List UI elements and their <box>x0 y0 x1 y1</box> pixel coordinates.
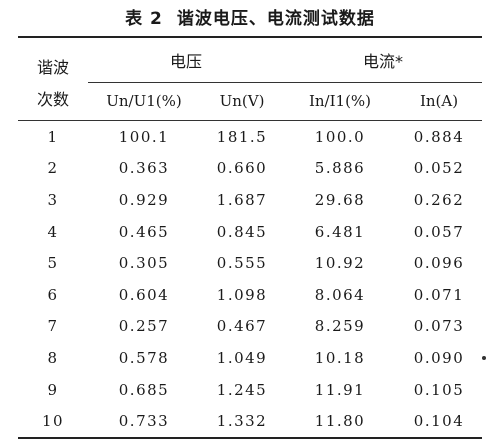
table-row: 6 0.604 1.098 8.064 0.071 <box>18 279 482 311</box>
current-value-cell: 0.071 <box>413 285 465 304</box>
harmonic-order-header-top: 谐波 <box>36 58 69 77</box>
table-row: 8 0.578 1.049 10.18 0.090 <box>18 342 482 374</box>
table-title: 谐波电压、电流测试数据 <box>176 9 375 29</box>
voltage-value-cell: 1.332 <box>216 412 268 431</box>
table-body: 1 100.1 181.5 100.0 0.884 2 0.363 0.660 5.886 0.… <box>18 121 482 438</box>
current-value-cell: 0.052 <box>413 159 465 178</box>
table-row: 10 0.733 1.332 11.80 0.104 <box>18 405 482 438</box>
harmonic-order-cell: 5 <box>47 254 59 273</box>
voltage-value-cell: 0.660 <box>216 159 268 178</box>
voltage-ratio-cell: 0.465 <box>118 222 170 241</box>
current-value-cell: 0.096 <box>413 254 465 273</box>
voltage-ratio-cell: 0.257 <box>118 317 170 336</box>
harmonic-order-cell: 4 <box>47 222 59 241</box>
current-ratio-cell: 11.91 <box>314 380 366 399</box>
current-value-header: In(A) <box>396 82 483 121</box>
voltage-ratio-cell: 0.929 <box>118 190 170 209</box>
voltage-value-cell: 1.687 <box>216 190 268 209</box>
table-row: 5 0.305 0.555 10.92 0.096 <box>18 247 482 279</box>
current-value-cell: 0.057 <box>413 222 465 241</box>
harmonic-order-header-bottom: 次数 <box>18 82 88 121</box>
voltage-value-cell: 0.555 <box>216 254 268 273</box>
current-ratio-cell: 5.886 <box>314 159 366 178</box>
current-ratio-cell: 10.18 <box>314 348 366 367</box>
voltage-value-cell: 0.467 <box>216 317 268 336</box>
current-ratio-header: In/I1(%) <box>284 82 397 121</box>
current-ratio-cell: 8.259 <box>314 317 366 336</box>
harmonic-order-cell: 6 <box>47 285 59 304</box>
table-row: 1 100.1 181.5 100.0 0.884 <box>18 121 482 153</box>
harmonic-order-cell: 8 <box>47 348 59 367</box>
voltage-ratio-cell: 0.363 <box>118 159 170 178</box>
current-value-cell: 0.090 <box>413 348 465 367</box>
table-row: 3 0.929 1.687 29.68 0.262 <box>18 184 482 216</box>
voltage-value-cell: 181.5 <box>216 127 268 146</box>
stray-dot <box>482 356 486 360</box>
table-row: 2 0.363 0.660 5.886 0.052 <box>18 153 482 185</box>
current-value-cell: 0.105 <box>413 380 465 399</box>
current-ratio-cell: 8.064 <box>314 285 366 304</box>
voltage-ratio-cell: 0.685 <box>118 380 170 399</box>
harmonic-order-cell: 1 <box>47 127 59 146</box>
voltage-ratio-cell: 0.604 <box>118 285 170 304</box>
current-group-header: 电流* <box>284 37 483 83</box>
voltage-value-cell: 1.098 <box>216 285 268 304</box>
current-ratio-cell: 29.68 <box>314 190 366 209</box>
voltage-value-cell: 1.049 <box>216 348 268 367</box>
current-ratio-cell: 100.0 <box>314 127 366 146</box>
voltage-value-cell: 0.845 <box>216 222 268 241</box>
table-caption: 表 2 谐波电压、电流测试数据 <box>0 4 500 29</box>
voltage-ratio-cell: 0.578 <box>118 348 170 367</box>
harmonic-order-cell: 3 <box>47 190 59 209</box>
voltage-value-cell: 1.245 <box>216 380 268 399</box>
harmonic-order-cell: 9 <box>47 380 59 399</box>
current-value-cell: 0.262 <box>413 190 465 209</box>
harmonic-order-cell: 2 <box>47 159 59 178</box>
current-ratio-cell: 10.92 <box>314 254 366 273</box>
voltage-group-header: 电压 <box>88 37 285 83</box>
voltage-ratio-cell: 100.1 <box>118 127 170 146</box>
harmonic-data-table: 谐波 电压 电流* 次数 Un/U1(%) Un(V) In/I1(%) In(… <box>18 36 483 439</box>
voltage-value-header: Un(V) <box>200 82 285 121</box>
harmonic-order-cell: 7 <box>47 317 59 336</box>
voltage-ratio-header: Un/U1(%) <box>88 82 200 121</box>
header-row-groups: 谐波 电压 电流* <box>18 37 483 83</box>
current-value-cell: 0.104 <box>413 412 465 431</box>
harmonic-order-cell: 10 <box>41 412 65 431</box>
current-ratio-cell: 11.80 <box>314 412 366 431</box>
voltage-ratio-cell: 0.733 <box>118 412 170 431</box>
table-row: 9 0.685 1.245 11.91 0.105 <box>18 374 482 406</box>
table-row: 7 0.257 0.467 8.259 0.073 <box>18 311 482 343</box>
current-value-cell: 0.884 <box>413 127 465 146</box>
table-row: 4 0.465 0.845 6.481 0.057 <box>18 216 482 248</box>
current-ratio-cell: 6.481 <box>314 222 366 241</box>
current-value-cell: 0.073 <box>413 317 465 336</box>
table-number: 表 2 <box>125 9 163 29</box>
voltage-ratio-cell: 0.305 <box>118 254 170 273</box>
header-row-units: 次数 Un/U1(%) Un(V) In/I1(%) In(A) <box>18 82 483 121</box>
